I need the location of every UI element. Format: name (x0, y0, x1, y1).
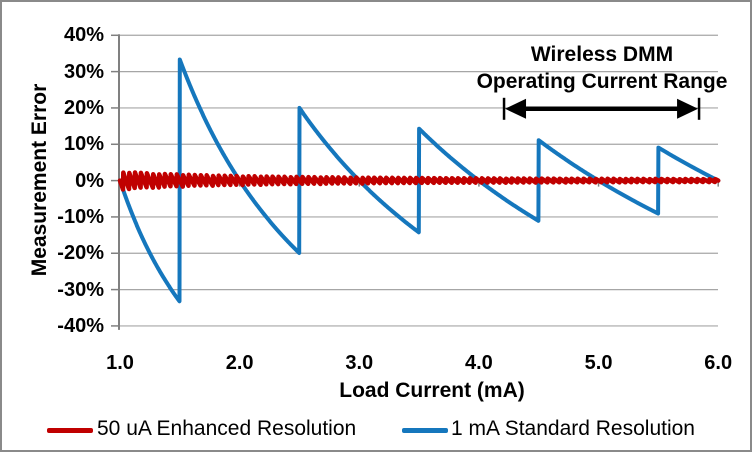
y-tick-label: -20% (57, 242, 104, 265)
y-tick-label: 0% (75, 169, 104, 192)
annotation-wireless-dmm-range: Wireless DMM Operating Current Range (452, 41, 750, 95)
x-tick-label: 6.0 (704, 352, 733, 374)
y-tick-label: -30% (57, 278, 104, 301)
x-tick-label: 4.0 (465, 352, 493, 374)
legend-swatch-enhanced (47, 428, 93, 433)
series-line-1-ma-standard-resolution (118, 57, 721, 304)
annotation-line-2: Operating Current Range (476, 70, 728, 93)
x-tick-label: 3.0 (345, 352, 374, 374)
x-tick-label: 5.0 (584, 352, 613, 374)
legend-swatch-standard (402, 428, 448, 433)
y-tick-label: -40% (57, 314, 104, 337)
annotation-line-1: Wireless DMM (530, 43, 674, 66)
y-tick-label: 10% (63, 133, 104, 156)
x-tick-label: 1.0 (106, 352, 134, 374)
y-tick-label: 40% (63, 24, 104, 47)
legend-label-standard: 1 mA Standard Resolution (451, 417, 695, 440)
x-axis-title: Load Current (mA) (339, 379, 525, 402)
series-line-50-ua-enhanced-resolution (117, 170, 721, 192)
y-tick-label: -10% (57, 205, 104, 228)
y-tick-label: 30% (63, 60, 104, 83)
y-tick-label: 20% (63, 96, 104, 119)
legend-label-enhanced: 50 uA Enhanced Resolution (97, 417, 357, 440)
x-tick-label: 2.0 (225, 352, 254, 374)
